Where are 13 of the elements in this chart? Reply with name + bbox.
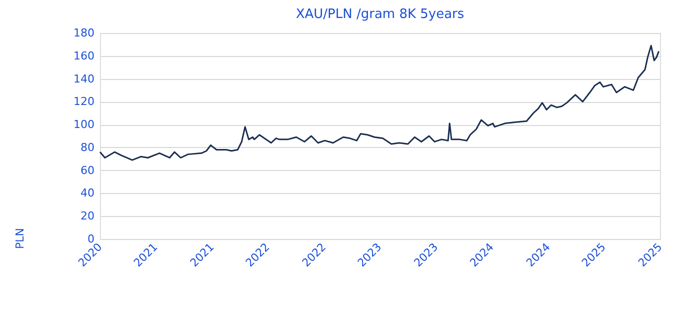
- y-tick-label: 120: [74, 95, 94, 108]
- y-tick-label: 20: [80, 210, 94, 223]
- line-series: [99, 44, 660, 161]
- y-tick-label: 100: [74, 118, 94, 132]
- y-tick-label: 60: [80, 164, 94, 177]
- y-axis-title: PLN: [14, 228, 26, 249]
- chart-title: XAU/PLN /gram 8K 5years: [296, 7, 464, 22]
- y-tick-label: 80: [80, 140, 94, 154]
- y-tick-label: 40: [80, 186, 94, 200]
- y-tick-label: 140: [74, 72, 94, 86]
- y-tick-label: 0: [88, 232, 94, 246]
- y-tick-label: 180: [74, 26, 94, 40]
- y-tick-label: 160: [74, 49, 94, 62]
